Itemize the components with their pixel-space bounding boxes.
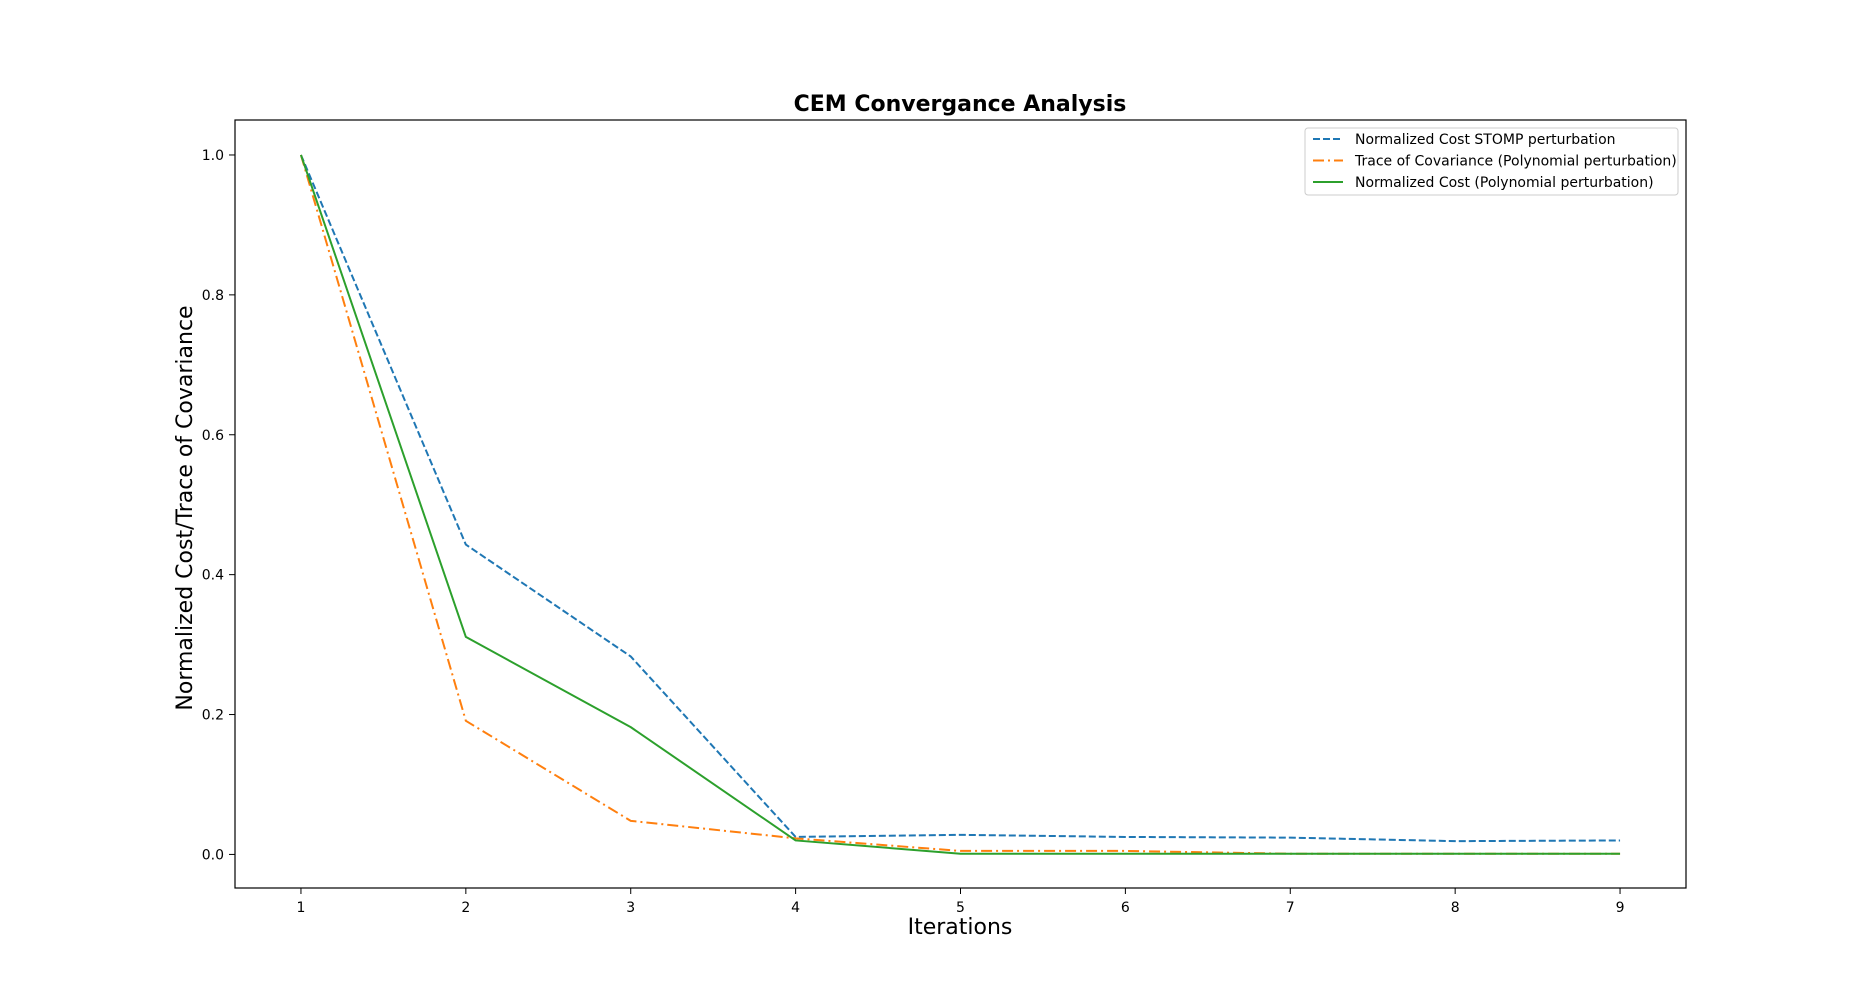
legend-label-2: Trace of Covariance (Polynomial perturba… xyxy=(1354,154,1677,170)
x-tick-label: 8 xyxy=(1451,900,1460,916)
series-line-3 xyxy=(300,154,1621,855)
legend-box xyxy=(1304,127,1679,196)
legend-label-3: Normalized Cost (Polynomial perturbation… xyxy=(1355,175,1654,191)
legend-label-1: Normalized Cost STOMP perturbation xyxy=(1355,132,1616,148)
series-line-1 xyxy=(300,154,1621,843)
series-line-2 xyxy=(299,154,1621,855)
x-tick-label: 1 xyxy=(296,900,305,916)
series-layer xyxy=(299,154,1621,855)
y-axis-label: Normalized Cost/Trace of Covariance xyxy=(173,305,198,710)
x-tick-label: 6 xyxy=(1121,900,1130,916)
y-tick-label: 0.0 xyxy=(202,847,224,863)
y-tick-label: 0.4 xyxy=(202,568,224,584)
y-tick-label: 0.2 xyxy=(202,708,224,724)
legend: Normalized Cost STOMP perturbation Trace … xyxy=(1304,127,1679,196)
chart-title: CEM Convergance Analysis xyxy=(794,92,1127,117)
y-tick-label: 0.6 xyxy=(202,428,224,444)
x-tick-label: 4 xyxy=(791,900,800,916)
x-tick-label: 3 xyxy=(626,900,635,916)
x-tick-label: 7 xyxy=(1286,900,1295,916)
x-tick-label: 9 xyxy=(1616,900,1625,916)
y-tick-label: 0.8 xyxy=(202,288,224,304)
y-tick-label: 1.0 xyxy=(202,148,224,164)
x-axis: 1 2 3 4 5 6 7 8 9 xyxy=(296,888,1625,916)
x-tick-label: 5 xyxy=(956,900,965,916)
x-tick-label: 2 xyxy=(461,900,470,916)
y-axis: 0.0 0.2 0.4 0.6 0.8 1.0 xyxy=(202,148,235,863)
x-axis-label: Iterations xyxy=(908,915,1013,940)
